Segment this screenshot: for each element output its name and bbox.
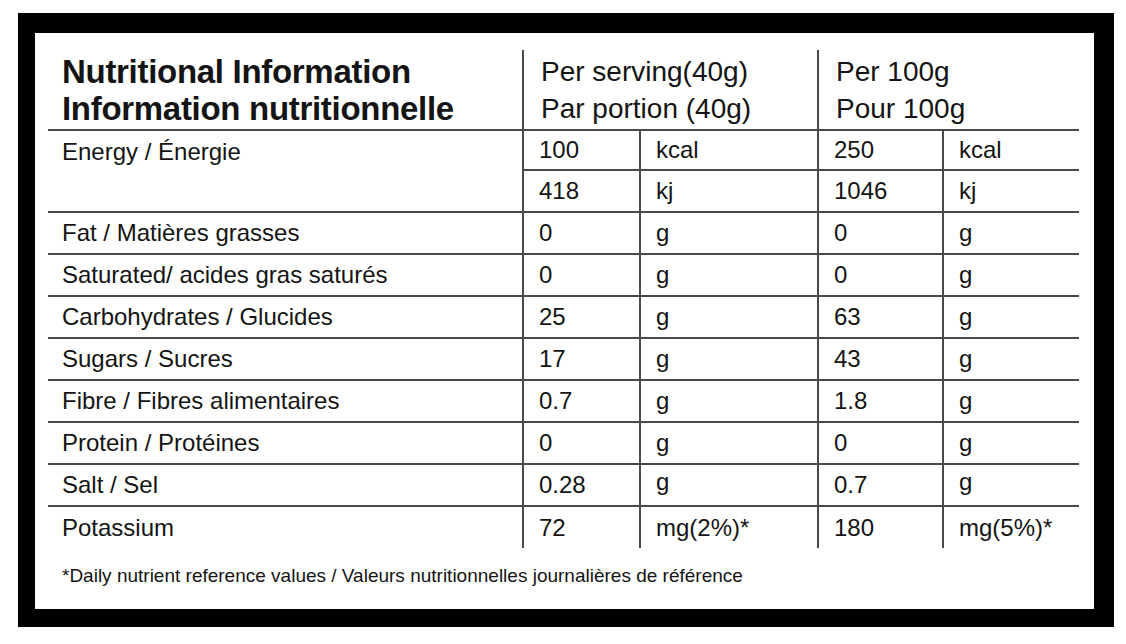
per100-value: 0: [818, 212, 943, 254]
table-row-salt: Salt / Sel 0.28 g 0.7 g: [48, 464, 1079, 506]
serving-value: 0.7: [523, 380, 640, 422]
title-english: Nutritional Information: [62, 53, 516, 90]
table-row-sugars: Sugars / Sucres 17 g 43 g: [48, 338, 1079, 380]
per100-value: 0.7: [818, 464, 943, 506]
per100-unit: g: [943, 212, 1079, 254]
per-100g-english: Per 100g: [836, 53, 1073, 90]
row-label: Potassium: [48, 506, 523, 548]
serving-unit: mg(2%)*: [640, 506, 818, 548]
energy-per100-kj-value: 1046: [818, 170, 943, 212]
label-black-frame: Nutritional Information Information nutr…: [18, 13, 1114, 627]
per-serving-french: Par portion (40g): [541, 90, 811, 127]
row-label: Sugars / Sucres: [48, 338, 523, 380]
nutrition-label-page: Nutritional Information Information nutr…: [0, 0, 1126, 644]
energy-per100-kcal-unit: kcal: [943, 130, 1079, 170]
energy-serving-kj-unit: kj: [640, 170, 818, 212]
per100-value: 180: [818, 506, 943, 548]
per100-value: 1.8: [818, 380, 943, 422]
energy-serving-kcal-unit: kcal: [640, 130, 818, 170]
row-label: Saturated/ acides gras saturés: [48, 254, 523, 296]
row-label-energy: Energy / Énergie: [48, 130, 523, 212]
table-row-potassium: Potassium 72 mg(2%)* 180 mg(5%)*: [48, 506, 1079, 548]
per100-value: 43: [818, 338, 943, 380]
serving-value: 0: [523, 254, 640, 296]
daily-reference-footnote: *Daily nutrient reference values / Valeu…: [62, 564, 743, 588]
table-title: Nutritional Information Information nutr…: [48, 50, 523, 130]
per100-value: 0: [818, 422, 943, 464]
row-label: Carbohydrates / Glucides: [48, 296, 523, 338]
table-row-protein: Protein / Protéines 0 g 0 g: [48, 422, 1079, 464]
per100-unit: g: [943, 254, 1079, 296]
label-white-panel: Nutritional Information Information nutr…: [35, 33, 1094, 609]
per100-value: 63: [818, 296, 943, 338]
col-header-per-serving: Per serving(40g) Par portion (40g): [523, 50, 818, 130]
serving-value: 0.28: [523, 464, 640, 506]
per100-value: 0: [818, 254, 943, 296]
energy-per100-kcal-value: 250: [818, 130, 943, 170]
serving-value: 0: [523, 212, 640, 254]
energy-per100-kj-unit: kj: [943, 170, 1079, 212]
serving-unit: g: [640, 212, 818, 254]
serving-unit: g: [640, 422, 818, 464]
serving-value: 72: [523, 506, 640, 548]
header-row: Nutritional Information Information nutr…: [48, 50, 1079, 130]
nutrition-table: Nutritional Information Information nutr…: [48, 50, 1079, 548]
row-label: Fat / Matières grasses: [48, 212, 523, 254]
serving-unit: g: [640, 254, 818, 296]
serving-unit: g: [640, 380, 818, 422]
per-100g-french: Pour 100g: [836, 90, 1073, 127]
table-row-carbohydrates: Carbohydrates / Glucides 25 g 63 g: [48, 296, 1079, 338]
energy-row-kcal: Energy / Énergie 100 kcal 250 kcal: [48, 130, 1079, 170]
serving-unit: g: [640, 296, 818, 338]
serving-value: 25: [523, 296, 640, 338]
per100-unit: g: [943, 422, 1079, 464]
per-serving-english: Per serving(40g): [541, 53, 811, 90]
per100-unit: g: [943, 464, 1079, 506]
table-row-saturated: Saturated/ acides gras saturés 0 g 0 g: [48, 254, 1079, 296]
per100-unit: mg(5%)*: [943, 506, 1079, 548]
per100-unit: g: [943, 338, 1079, 380]
title-french: Information nutritionnelle: [62, 90, 516, 127]
row-label: Protein / Protéines: [48, 422, 523, 464]
nutrition-table-wrap: Nutritional Information Information nutr…: [48, 50, 1079, 548]
per100-unit: g: [943, 296, 1079, 338]
table-row-fat: Fat / Matières grasses 0 g 0 g: [48, 212, 1079, 254]
energy-serving-kcal-value: 100: [523, 130, 640, 170]
serving-unit: g: [640, 338, 818, 380]
serving-value: 0: [523, 422, 640, 464]
serving-value: 17: [523, 338, 640, 380]
col-header-per-100g: Per 100g Pour 100g: [818, 50, 1079, 130]
row-label: Fibre / Fibres alimentaires: [48, 380, 523, 422]
per100-unit: g: [943, 380, 1079, 422]
energy-serving-kj-value: 418: [523, 170, 640, 212]
serving-unit: g: [640, 464, 818, 506]
table-row-fibre: Fibre / Fibres alimentaires 0.7 g 1.8 g: [48, 380, 1079, 422]
row-label: Salt / Sel: [48, 464, 523, 506]
